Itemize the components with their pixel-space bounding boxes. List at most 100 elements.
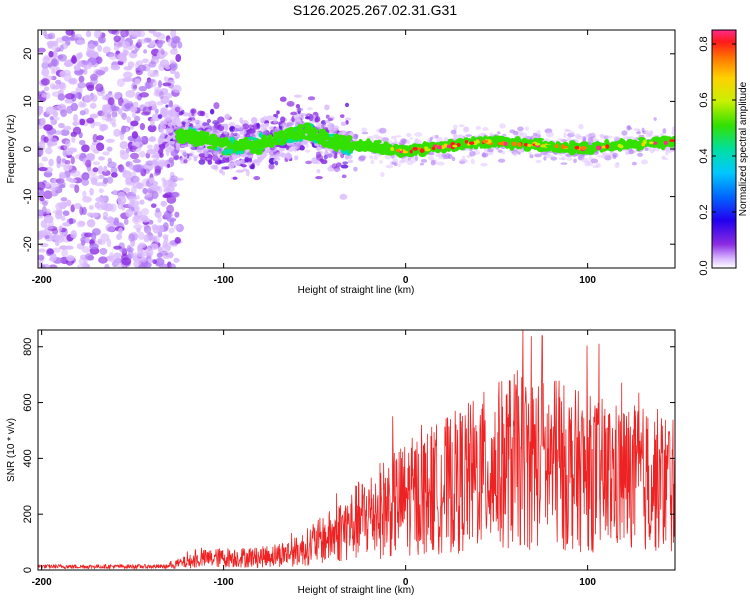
spectrogram-xtick-label: 100 bbox=[579, 275, 596, 286]
spectrogram-halo-blob bbox=[624, 149, 630, 156]
spectrogram-noise-blob bbox=[157, 230, 163, 238]
spectrogram-scatter-blob bbox=[340, 114, 345, 118]
spectrogram-scatter-blob bbox=[327, 117, 334, 122]
spectrogram-noise-blob bbox=[48, 158, 54, 167]
colorbar-label: Normalized spectral amplitude bbox=[738, 81, 749, 216]
spectrogram-halo-blob bbox=[458, 124, 465, 128]
spectrogram-hotspot bbox=[511, 141, 517, 147]
spectrogram-scatter-blob bbox=[293, 155, 299, 161]
spectrogram-ridge-blob bbox=[227, 148, 234, 155]
spectrogram-ridge-blob bbox=[333, 146, 338, 151]
spectrogram-halo-blob bbox=[519, 132, 528, 139]
spectrogram-scatter-blob bbox=[263, 115, 267, 121]
spectrogram-noise-blob bbox=[103, 165, 108, 173]
spectrogram-noise-blob bbox=[133, 205, 141, 212]
spectrogram-noise-blob bbox=[119, 247, 129, 253]
spectrogram-noise-blob bbox=[102, 95, 108, 101]
spectrogram-noise-blob bbox=[77, 264, 87, 268]
spectrogram-scatter-blob bbox=[344, 154, 353, 160]
spectrogram-hotspot bbox=[468, 141, 475, 145]
spectrogram-halo-blob bbox=[353, 166, 358, 172]
spectrogram-scatter-blob bbox=[190, 108, 197, 114]
spectrogram-halo-blob bbox=[499, 123, 506, 129]
spectrogram-noise-blob bbox=[116, 233, 123, 240]
spectrogram-noise-blob bbox=[158, 47, 165, 55]
spectrogram-halo-blob bbox=[296, 107, 304, 112]
spectrogram-halo-blob bbox=[602, 151, 607, 157]
spectrogram-noise-blob bbox=[68, 218, 74, 225]
spectrogram-noise-blob bbox=[38, 190, 45, 198]
spectrogram-ridge-blob bbox=[314, 136, 323, 142]
spectrogram-xtick-label: 0 bbox=[403, 275, 409, 286]
spectrogram-ridge-blob bbox=[494, 138, 501, 143]
spectrogram-noise-blob bbox=[133, 252, 138, 260]
spectrogram-hotspot bbox=[443, 143, 448, 147]
spectrogram-scatter-blob bbox=[314, 117, 319, 123]
spectrogram-noise-blob bbox=[81, 178, 90, 186]
spectrogram-ridge-blob bbox=[340, 147, 349, 151]
spectrogram-noise-blob bbox=[45, 208, 51, 215]
spectrogram-ridge-blob bbox=[312, 129, 317, 133]
spectrogram-noise-blob bbox=[148, 177, 154, 185]
spectrogram-halo-blob bbox=[592, 164, 599, 168]
spectrogram-ridge-blob bbox=[247, 136, 255, 140]
spectrogram-scatter-blob bbox=[166, 136, 171, 140]
spectrogram-scatter-blob bbox=[159, 128, 164, 133]
spectrogram-noise-blob bbox=[82, 190, 87, 198]
spectrogram-halo-blob bbox=[370, 159, 375, 165]
spectrogram-noise-blob bbox=[163, 76, 169, 82]
spectrogram-scatter-blob bbox=[298, 112, 307, 117]
spectrogram-scatter-blob bbox=[341, 174, 347, 179]
spectrogram-scatter-blob bbox=[199, 156, 208, 161]
spectrogram-noise-blob bbox=[160, 200, 167, 207]
spectrogram-hotspot bbox=[605, 144, 610, 149]
spectrogram-noise-blob bbox=[162, 82, 172, 87]
spectrogram-scatter-blob bbox=[167, 109, 176, 116]
spectrogram-noise-blob bbox=[121, 112, 128, 120]
spectrogram-ridge-blob bbox=[243, 139, 251, 145]
spectrogram-scatter-blob bbox=[257, 156, 263, 163]
spectrogram-scatter-blob bbox=[331, 163, 338, 169]
spectrogram-halo-blob bbox=[519, 148, 524, 153]
spectrogram-noise-blob bbox=[173, 257, 180, 263]
spectrogram-hotspot bbox=[395, 149, 401, 152]
spectrogram-halo-blob bbox=[590, 158, 599, 164]
spectrogram-noise-blob bbox=[110, 172, 118, 178]
spectrogram-noise-blob bbox=[172, 84, 182, 93]
spectrogram-halo-blob bbox=[292, 146, 299, 149]
spectrogram-noise-blob bbox=[154, 257, 165, 266]
spectrogram-scatter-blob bbox=[256, 122, 260, 129]
spectrogram-noise-blob bbox=[163, 187, 171, 193]
spectrogram-noise-blob bbox=[150, 203, 157, 208]
spectrogram-noise-blob bbox=[44, 224, 54, 230]
spectrogram-scatter-blob bbox=[285, 153, 293, 160]
spectrogram-noise-blob bbox=[134, 78, 141, 85]
spectrogram-hotspot bbox=[563, 145, 569, 149]
spectrogram-hotspot bbox=[580, 145, 587, 151]
spectrogram-noise-blob bbox=[86, 84, 95, 92]
spectrogram-hotspot bbox=[641, 142, 646, 147]
spectrogram-noise-blob bbox=[38, 248, 46, 253]
spectrogram-noise-blob bbox=[43, 190, 53, 200]
spectrogram-noise-blob bbox=[157, 80, 163, 88]
spectrogram-noise-blob bbox=[38, 47, 46, 53]
spectrogram-hotspot bbox=[652, 141, 658, 145]
spectrogram-noise-blob bbox=[94, 182, 104, 187]
spectrogram-scatter-blob bbox=[174, 106, 181, 113]
spectrogram-scatter-blob bbox=[340, 121, 347, 126]
spectrogram-noise-blob bbox=[133, 223, 143, 230]
spectrogram-noise-blob bbox=[140, 136, 147, 144]
spectrogram-scatter-blob bbox=[157, 114, 163, 119]
spectrogram-ylabel: Frequency (Hz) bbox=[6, 115, 17, 184]
spectrogram-halo-blob bbox=[475, 125, 482, 131]
spectrogram-halo-blob bbox=[260, 126, 267, 132]
spectrogram-halo-blob bbox=[436, 161, 445, 166]
spectrogram-noise-blob bbox=[59, 245, 67, 250]
spectrogram-noise-blob bbox=[98, 156, 105, 161]
spectrogram-noise-blob bbox=[62, 210, 70, 216]
spectrogram-scatter-blob bbox=[213, 102, 220, 110]
spectrogram-halo-blob bbox=[432, 135, 437, 139]
snr-frame bbox=[37, 329, 676, 571]
spectrogram-noise-blob bbox=[85, 49, 94, 58]
